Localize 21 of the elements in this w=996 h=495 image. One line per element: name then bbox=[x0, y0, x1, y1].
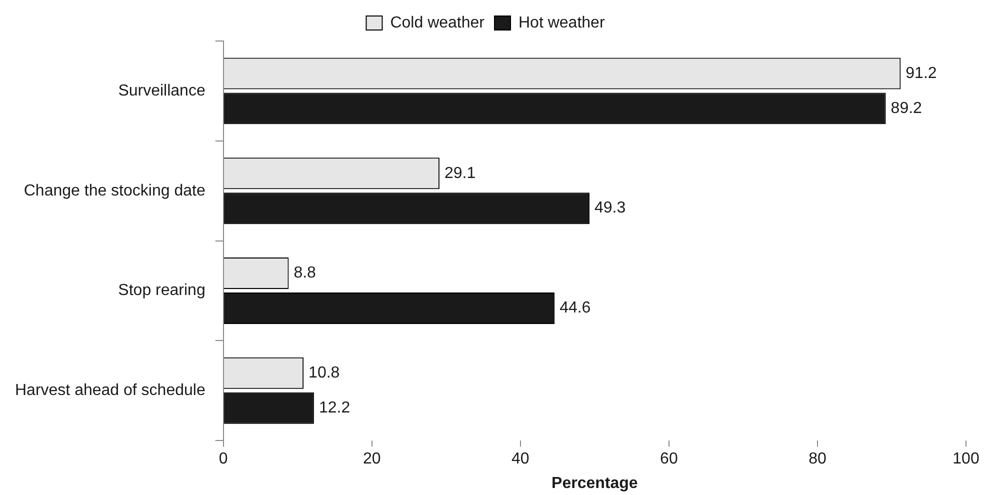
data-label: 8.8 bbox=[294, 264, 316, 282]
x-tick-label: 40 bbox=[512, 450, 530, 468]
data-label: 29.1 bbox=[444, 164, 476, 182]
y-tick-label: Change the stocking date bbox=[24, 182, 206, 200]
x-tick-label: 100 bbox=[952, 450, 980, 468]
data-label: 12.2 bbox=[318, 400, 350, 417]
y-tick-label: Surveillance bbox=[118, 82, 206, 100]
legend-label: Cold weather bbox=[390, 14, 486, 32]
x-tick-label: 20 bbox=[362, 450, 381, 468]
data-label: 44.6 bbox=[560, 300, 591, 317]
data-label: 91.2 bbox=[906, 64, 937, 82]
y-tick-label: Stop rearing bbox=[118, 282, 206, 300]
y-tick-label: Harvest ahead of schedule bbox=[15, 382, 206, 400]
x-tick-label: 80 bbox=[808, 450, 826, 468]
x-axis-title: Percentage bbox=[552, 474, 638, 492]
data-label: 49.3 bbox=[594, 200, 626, 217]
legend-label: Hot weather bbox=[518, 14, 606, 32]
x-tick-label: 60 bbox=[660, 450, 678, 468]
data-label: 10.8 bbox=[308, 364, 340, 382]
data-label: 89.2 bbox=[890, 100, 922, 117]
x-tick-label: 0 bbox=[218, 450, 228, 468]
